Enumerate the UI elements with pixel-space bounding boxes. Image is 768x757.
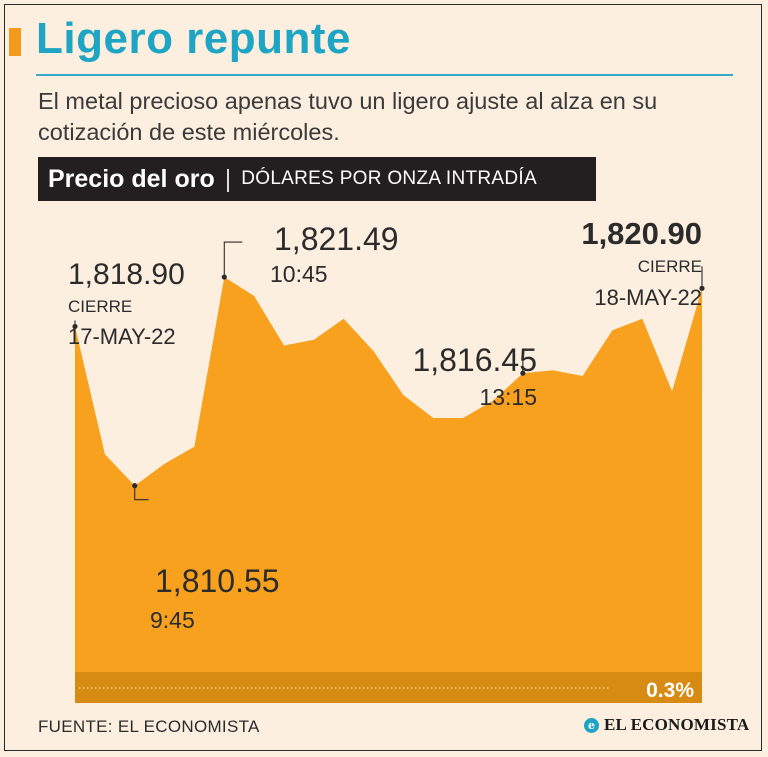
chart-header-separator: | — [224, 164, 232, 193]
annotation-low-dot — [132, 483, 138, 489]
title-accent-bar — [9, 28, 21, 56]
annotation-start-label: CIERRE — [68, 297, 132, 316]
chart-header-title: Precio del oro — [48, 164, 215, 193]
annotation-low-time: 9:45 — [150, 607, 195, 633]
annotation-start-dot — [72, 323, 78, 330]
annotation-high-time: 10:45 — [270, 261, 328, 287]
footer-source: FUENTE: EL ECONOMISTA — [38, 717, 260, 736]
annotation-start-date: 17-MAY-22 — [68, 324, 176, 349]
annotation-low-leader — [134, 485, 149, 501]
title-divider — [36, 74, 733, 76]
chart-header-unit: DÓLARES POR ONZA INTRADÍA — [241, 168, 537, 189]
page-title: Ligero repunte — [36, 14, 352, 63]
annotation-close-date: 18-MAY-22 — [594, 285, 702, 310]
chart-header: Precio del oro | DÓLARES POR ONZA INTRAD… — [38, 157, 596, 201]
subtitle: El metal precioso apenas tuvo un ligero … — [38, 88, 658, 145]
brand-e-icon: e — [584, 717, 599, 733]
annotation-mid-dot — [520, 370, 526, 376]
annotation-low-value: 1,810.55 — [155, 563, 280, 599]
annotation-close-dot — [699, 285, 705, 291]
annotation-mid-value: 1,816.45 — [412, 342, 537, 378]
annotation-mid-time: 13:15 — [479, 384, 537, 410]
annotation-high-leader — [223, 241, 243, 278]
brand-logo: e EL ECONOMISTA — [584, 715, 749, 735]
annotation-close-label: CIERRE — [638, 257, 702, 276]
price-area — [75, 277, 702, 683]
change-label: 0.3% — [646, 679, 694, 702]
brand-name: EL ECONOMISTA — [604, 715, 750, 734]
annotation-close-value: 1,820.90 — [581, 216, 702, 251]
annotation-high-dot — [221, 274, 227, 280]
frame-border — [4, 4, 762, 751]
annotation-start-value: 1,818.90 — [68, 258, 185, 291]
annotation-high-value: 1,821.49 — [274, 221, 399, 257]
